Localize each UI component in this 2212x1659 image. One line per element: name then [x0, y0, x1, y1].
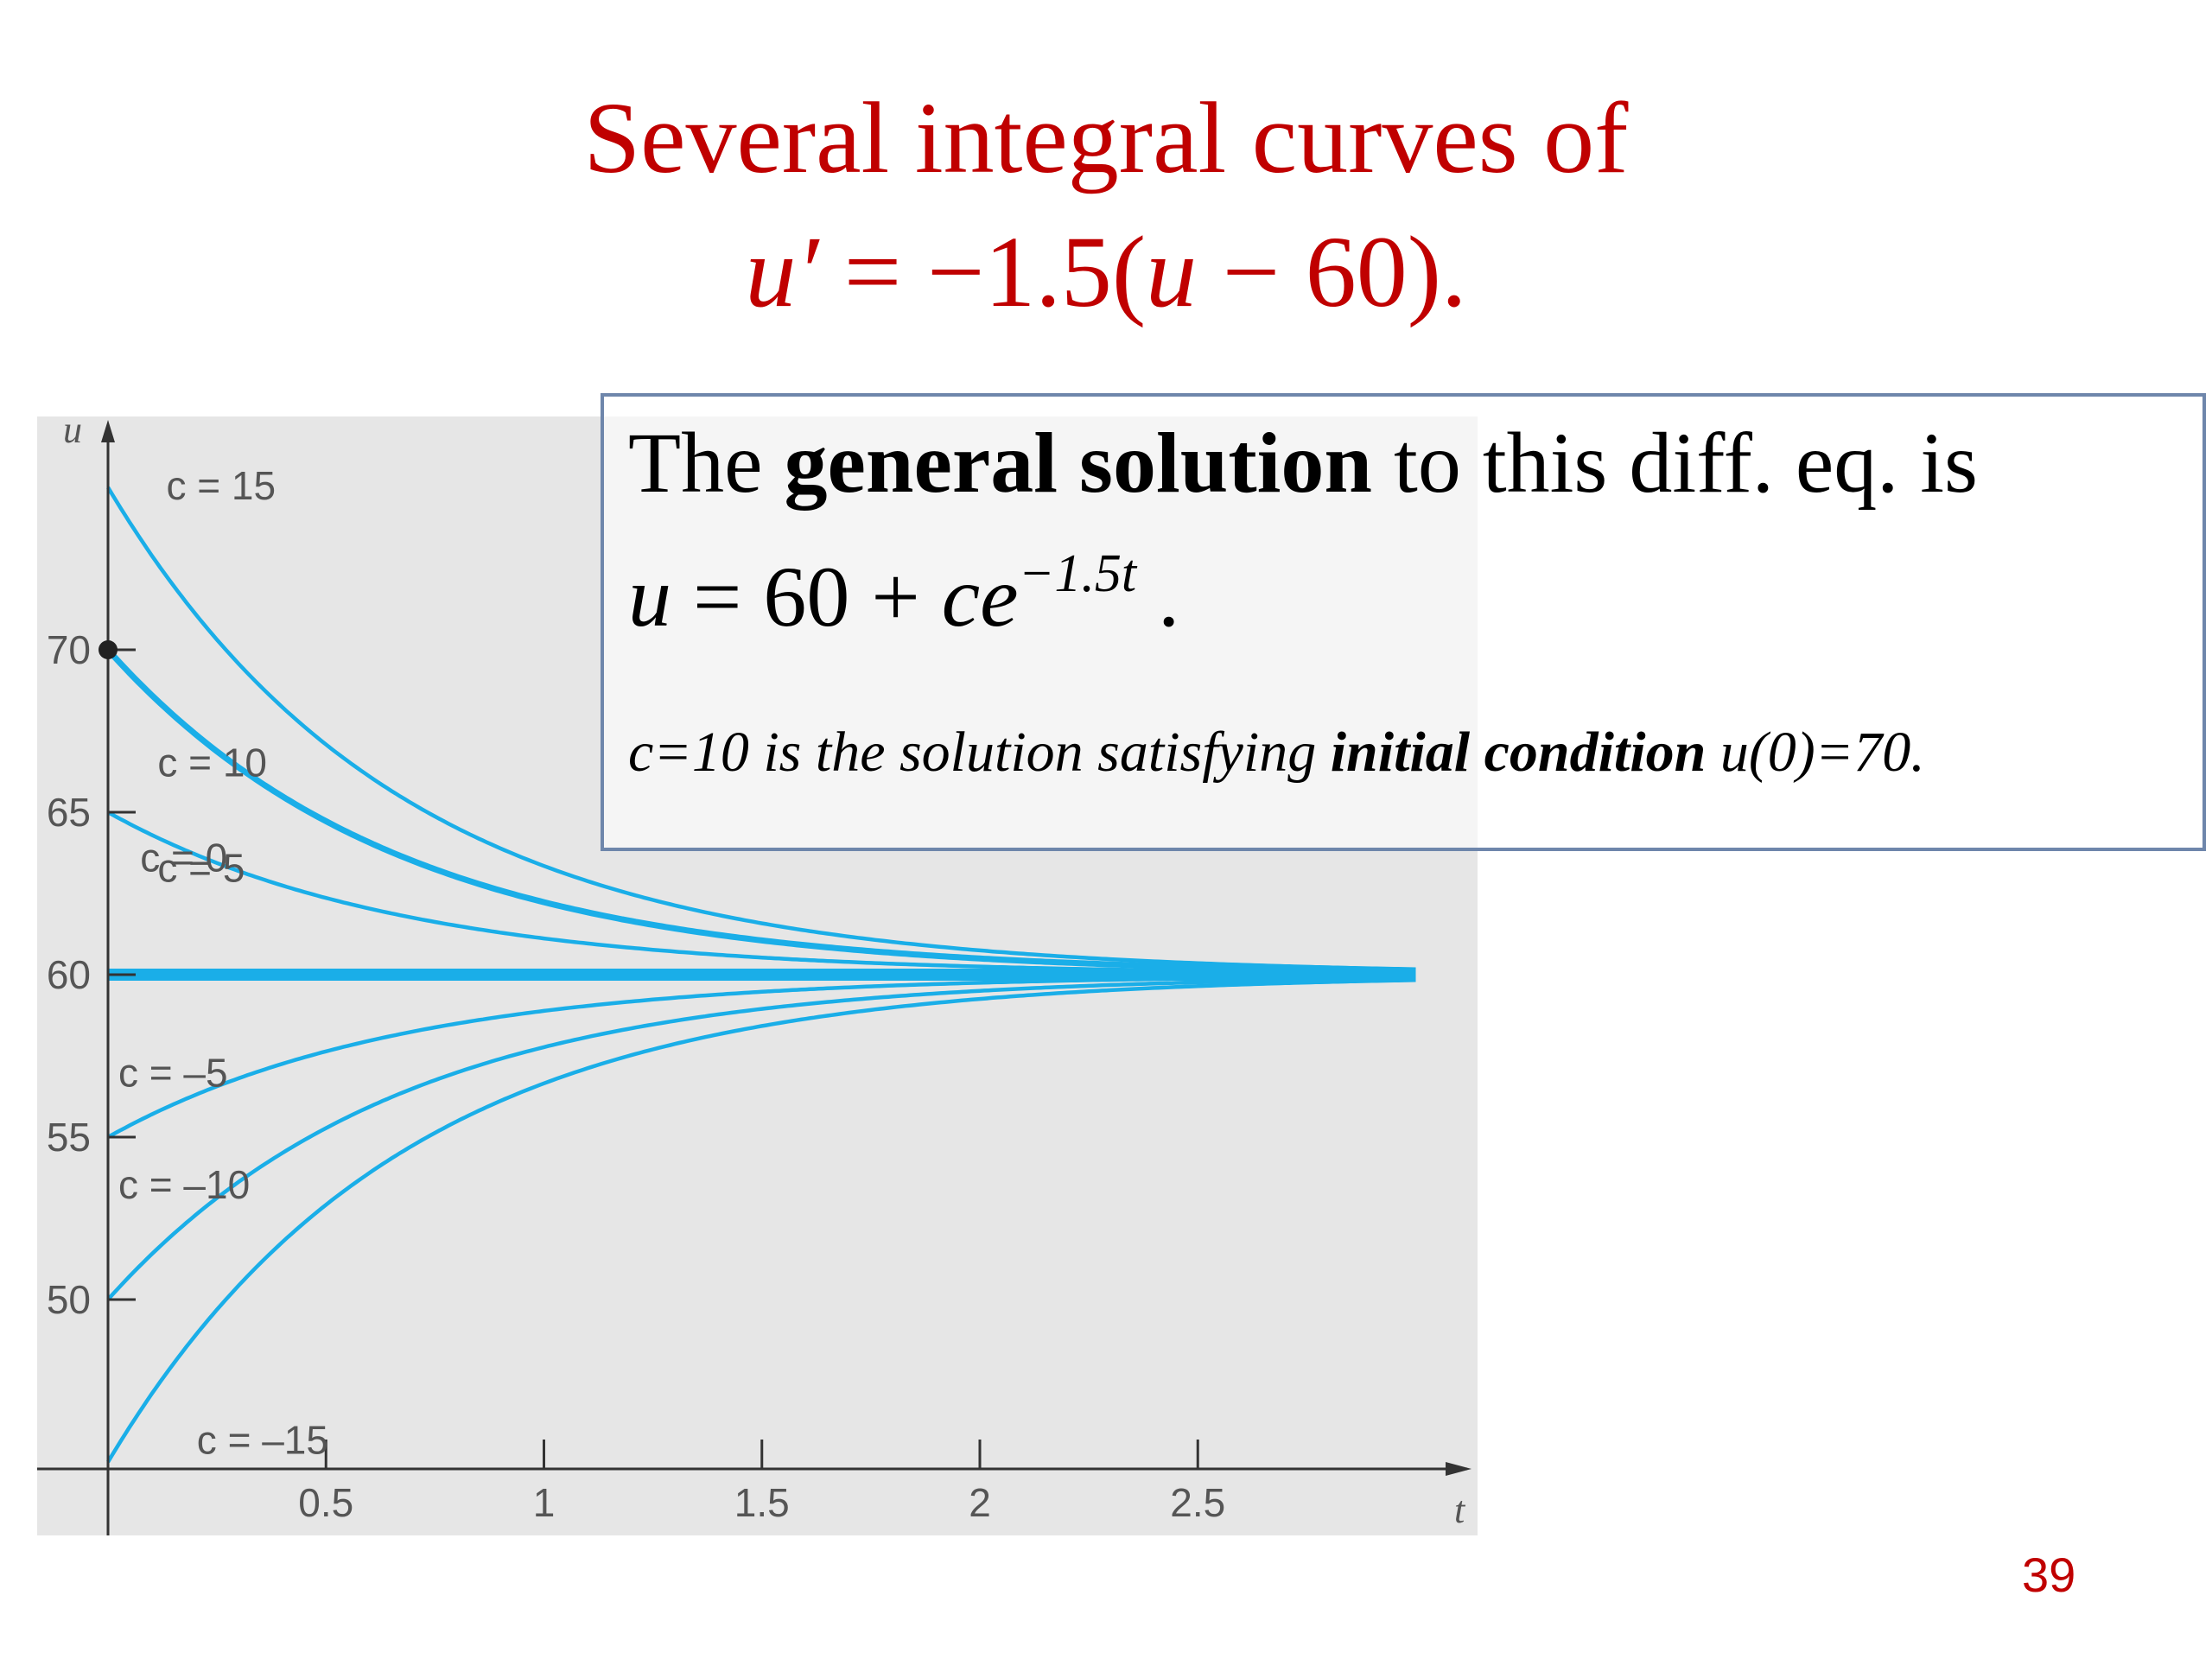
curve-label: c = –10	[118, 1162, 250, 1207]
ic-text-pre: c=10 is the solution satisfying	[628, 721, 1331, 784]
formula-ce: ce	[941, 549, 1019, 645]
axes-layer	[37, 420, 1471, 1535]
x-tick-label: 1	[533, 1480, 556, 1525]
equation-lhs: u′	[745, 215, 819, 328]
curve-c-neg10	[106, 976, 1416, 1301]
page-number: 39	[2022, 1548, 2076, 1602]
curves-layer	[105, 486, 1416, 1464]
ic-text-post: u(0)=70.	[1706, 721, 1925, 784]
y-tick-label: 60	[47, 952, 91, 997]
curve-label: c = –15	[197, 1417, 328, 1462]
equation-rest: − 60).	[1197, 215, 1467, 328]
y-axis-arrow	[101, 420, 115, 442]
curve-c-10	[105, 647, 1416, 975]
curve-label: c = –5	[118, 1050, 228, 1095]
y-tick-label: 50	[47, 1277, 91, 1322]
solution-text-bold: general solution	[784, 415, 1373, 511]
x-tick-label: 0.5	[298, 1480, 353, 1525]
y-axis-label: u	[63, 416, 82, 451]
curve-c-neg5	[106, 974, 1416, 1139]
formula-end: .	[1136, 549, 1180, 645]
integral-curves-chart: 0.5 1 1.5 2 2.5 50 55 60 65 70 t u c = 15 c = 10 c = 5…	[37, 416, 1471, 1535]
formula-exponent: −1.5t	[1018, 544, 1137, 603]
y-tick-label: 65	[47, 790, 91, 835]
x-tick-label: 2.5	[1170, 1480, 1225, 1525]
equation-eq: = −1.5(	[818, 215, 1147, 328]
slide-equation: u′ = −1.5(u − 60).	[0, 216, 2212, 328]
ic-text-bold: initial condition	[1330, 721, 1707, 784]
solution-text-post: to this diff. eq. is	[1372, 415, 1978, 511]
curve-label: c = 5	[157, 846, 245, 891]
curve-label: c = 0	[140, 835, 227, 880]
curve-c-neg15	[106, 978, 1416, 1464]
curve-c-15	[106, 486, 1416, 971]
general-solution-sentence: The general solution to this diff. eq. i…	[628, 416, 1978, 511]
x-axis-arrow	[1446, 1462, 1471, 1476]
y-tick-label: 70	[47, 627, 91, 672]
y-tick-label: 55	[47, 1115, 91, 1160]
initial-condition-point	[99, 640, 118, 659]
solution-box: The general solution to this diff. eq. i…	[601, 393, 2206, 851]
solution-text-pre: The	[628, 415, 785, 511]
curve-label: c = 10	[157, 741, 267, 785]
general-solution-formula: u = 60 + ce−1.5t .	[628, 526, 1179, 645]
equation-u: u	[1146, 215, 1198, 328]
labels-layer: 0.5 1 1.5 2 2.5 50 55 60 65 70 t u c = 15 c = 10 c = 5…	[47, 416, 1466, 1531]
formula-u: u	[628, 549, 671, 645]
x-axis-label: t	[1454, 1489, 1466, 1531]
initial-condition-note: c=10 is the solution satisfying initial …	[628, 718, 1925, 787]
formula-mid: = 60 +	[671, 549, 942, 645]
x-tick-label: 2	[969, 1480, 991, 1525]
x-tick-label: 1.5	[734, 1480, 790, 1525]
slide-title: Several integral curves of	[583, 81, 1629, 194]
curve-label: c = 15	[166, 463, 276, 508]
